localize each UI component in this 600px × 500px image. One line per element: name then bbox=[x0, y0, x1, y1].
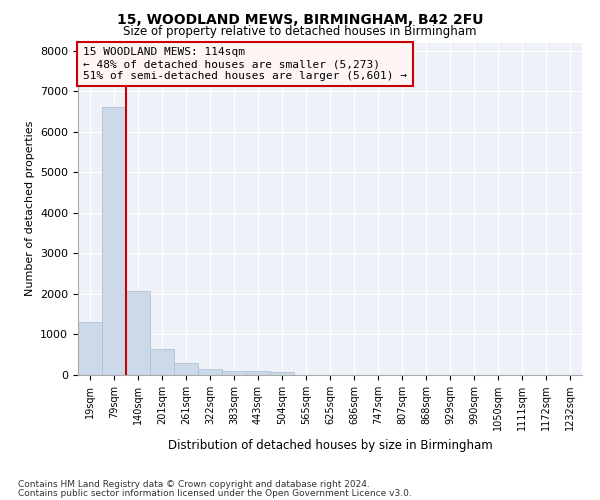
Bar bbox=[78, 322, 102, 375]
X-axis label: Distribution of detached houses by size in Birmingham: Distribution of detached houses by size … bbox=[167, 438, 493, 452]
Bar bbox=[174, 363, 198, 375]
Bar bbox=[198, 369, 222, 375]
Text: Contains public sector information licensed under the Open Government Licence v3: Contains public sector information licen… bbox=[18, 489, 412, 498]
Text: Size of property relative to detached houses in Birmingham: Size of property relative to detached ho… bbox=[123, 25, 477, 38]
Bar bbox=[222, 370, 246, 375]
Bar bbox=[102, 108, 126, 375]
Y-axis label: Number of detached properties: Number of detached properties bbox=[25, 121, 35, 296]
Bar bbox=[126, 290, 150, 375]
Bar bbox=[270, 372, 294, 375]
Text: 15, WOODLAND MEWS, BIRMINGHAM, B42 2FU: 15, WOODLAND MEWS, BIRMINGHAM, B42 2FU bbox=[117, 12, 483, 26]
Bar bbox=[246, 372, 270, 375]
Text: 15 WOODLAND MEWS: 114sqm
← 48% of detached houses are smaller (5,273)
51% of sem: 15 WOODLAND MEWS: 114sqm ← 48% of detach… bbox=[83, 48, 407, 80]
Bar bbox=[150, 348, 174, 375]
Text: Contains HM Land Registry data © Crown copyright and database right 2024.: Contains HM Land Registry data © Crown c… bbox=[18, 480, 370, 489]
